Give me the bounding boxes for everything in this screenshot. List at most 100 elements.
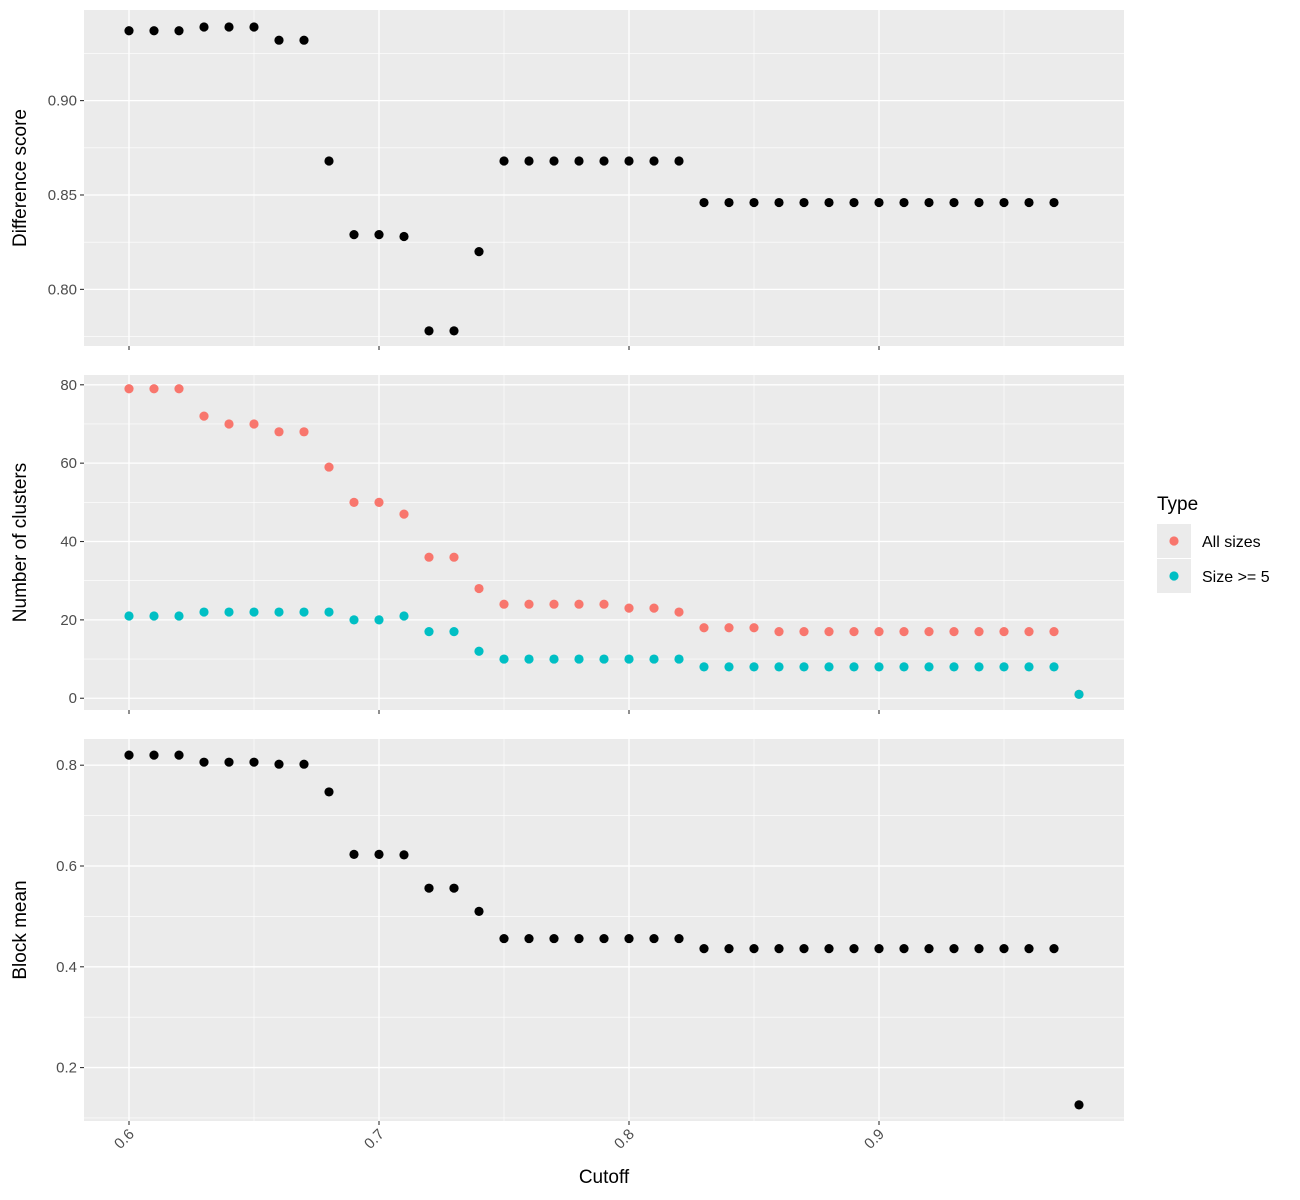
data-point [474,906,484,916]
data-point [424,627,434,637]
data-point [174,384,184,394]
data-point [824,944,834,954]
data-point [299,35,309,45]
data-point [399,850,409,860]
data-point [499,933,509,944]
data-point [699,197,709,208]
data-point [324,607,334,617]
data-point [924,662,934,672]
legend-label: All sizes [1202,534,1261,551]
y-tick-label: 80 [60,377,77,394]
data-point [374,230,384,240]
data-point [749,944,759,954]
data-point [474,583,484,594]
data-point [749,662,759,672]
data-point [874,197,884,208]
data-point [649,156,659,166]
data-point [174,611,184,621]
data-point [524,654,534,664]
data-point [449,326,459,336]
legend-title: Type [1157,494,1198,515]
legend-point [1169,571,1179,581]
panel-3: 0.2 0.4 0.6 0.8 0.6 0.7 0.8 0.9 Block mean Cutoff [10,739,1124,1188]
data-point [899,944,909,954]
data-point [349,230,359,240]
x-tick-label: 0.6 [111,1126,138,1153]
data-point [599,654,609,664]
data-point [499,599,509,609]
data-point [774,197,784,208]
data-point [649,654,659,664]
y-axis-title: Difference score [10,109,31,247]
data-point [299,607,309,617]
data-point [999,197,1009,208]
data-point [149,750,159,760]
x-tick-label: 0.7 [361,1126,388,1153]
y-tick-label: 0.80 [48,281,77,298]
data-point [1049,197,1059,208]
data-point [374,849,384,860]
data-point [1049,662,1059,672]
data-point [574,156,584,166]
data-point [674,607,684,617]
data-point [949,944,959,954]
data-point [299,427,309,437]
panel-1: 0.80 0.85 0.90 Difference score [10,10,1124,350]
data-point [324,156,334,166]
data-point [699,662,709,672]
data-point [999,944,1009,954]
data-point [1074,689,1084,699]
data-point [199,607,209,617]
data-point [549,933,559,944]
data-point [199,757,209,767]
data-point [324,787,334,797]
data-point [674,933,684,944]
data-point [624,156,634,166]
y-tick-label: 0.90 [48,93,77,110]
y-tick-label: 0 [69,690,77,707]
data-point [224,757,234,767]
data-point [249,757,259,767]
data-point [249,22,259,32]
data-point [774,627,784,637]
data-point [524,156,534,166]
data-point [999,662,1009,672]
data-point [274,427,284,437]
x-tick-label: 0.8 [611,1126,638,1153]
data-point [924,197,934,208]
data-point [899,627,909,637]
data-point [499,654,509,664]
data-point [874,944,884,954]
data-point [699,944,709,954]
data-point [574,933,584,944]
data-point [649,933,659,944]
data-point [499,156,509,166]
data-point [1024,197,1034,208]
y-tick-label: 20 [60,612,77,629]
data-point [774,944,784,954]
data-point [974,627,984,637]
data-point [399,231,409,242]
panel-2: 0 20 40 60 80 Number of clusters [10,375,1124,714]
data-point [974,944,984,954]
data-point [924,627,934,637]
data-point [274,759,284,769]
data-point [399,509,409,519]
data-point [799,627,809,637]
data-point [624,933,634,944]
data-point [849,944,859,954]
data-point [724,623,734,633]
data-point [599,599,609,609]
data-point [224,22,234,32]
data-point [349,615,359,625]
data-point [149,384,159,394]
data-point [424,552,434,562]
data-point [424,883,434,893]
data-point [349,849,359,860]
data-point [724,662,734,672]
data-point [124,26,134,36]
data-point [449,627,459,637]
data-point [649,603,659,613]
data-point [699,623,709,633]
data-point [224,607,234,617]
